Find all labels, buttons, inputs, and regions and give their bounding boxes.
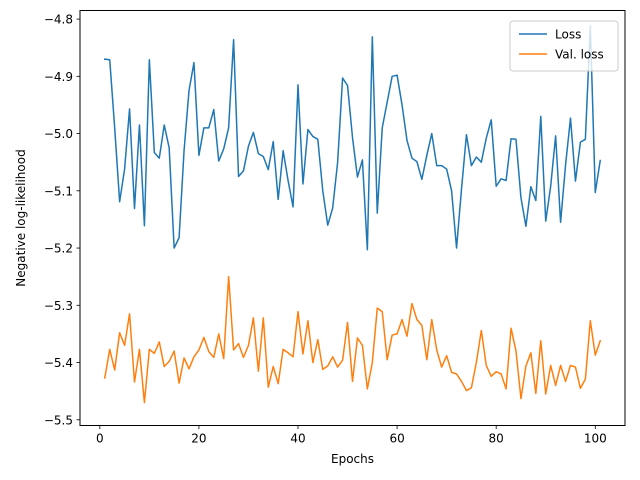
legend: Loss Val. loss <box>509 20 619 72</box>
y-axis-label: Negative log-likelihood <box>14 149 28 286</box>
series-line-1 <box>103 25 602 251</box>
legend-label-1: Loss <box>555 28 581 42</box>
y-axis: −5.5 −5.4 −5.3 −5.2 −5.1 −5.0 −4.9 −4.8 <box>44 13 80 427</box>
y-tick-label: −4.9 <box>44 70 73 84</box>
y-tick-label: −5.0 <box>44 127 73 141</box>
y-tick-label: −5.3 <box>44 299 73 313</box>
x-tick-label: 100 <box>584 432 607 446</box>
x-tick-label: 80 <box>489 432 504 446</box>
x-axis-label: Epochs <box>331 452 374 466</box>
plot-frame <box>79 10 626 426</box>
x-tick-label: 0 <box>96 432 104 446</box>
y-tick-label: −5.1 <box>44 184 73 198</box>
x-tick-label: 40 <box>290 432 305 446</box>
x-axis: 0 20 40 60 80 100 <box>96 425 607 446</box>
x-tick-label: 60 <box>389 432 404 446</box>
series-line-2 <box>103 275 602 404</box>
y-tick-label: −5.2 <box>44 242 73 256</box>
plot-lines <box>103 25 602 404</box>
x-tick-label: 20 <box>191 432 206 446</box>
y-tick-label: −5.4 <box>44 356 73 370</box>
y-tick-label: −5.5 <box>44 413 73 427</box>
y-tick-label: −4.8 <box>44 13 73 27</box>
legend-label-2: Val. loss <box>555 48 604 62</box>
